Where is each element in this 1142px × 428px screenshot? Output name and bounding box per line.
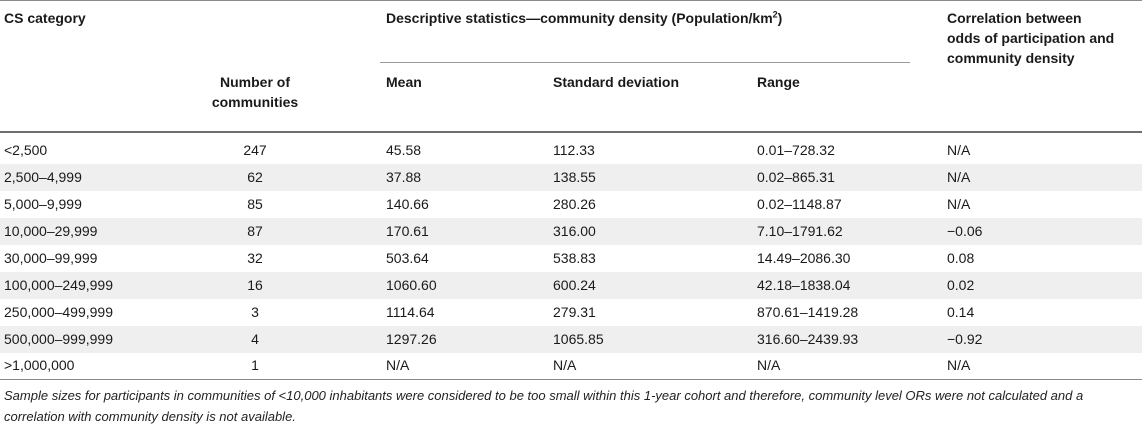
header-descriptive-text: Descriptive statistics—community density… [386,10,773,26]
cell-category: 30,000–99,999 [4,250,98,266]
cell-sd: 538.83 [553,250,596,266]
cell-range: 42.18–1838.04 [757,277,851,293]
cell-mean: 1297.26 [386,331,437,347]
cell-range: 0.01–728.32 [757,142,835,158]
table-row: <2,500 247 45.58 112.33 0.01–728.32 N/A [0,137,1142,164]
header-correlation-line: community density [947,50,1075,66]
table-row: 500,000–999,999 4 1297.26 1065.85 316.60… [0,326,1142,353]
cell-sd: 600.24 [553,277,596,293]
cell-sd: 280.26 [553,196,596,212]
cell-correlation: 0.02 [947,277,975,293]
table-row: >1,000,000 1 N/A N/A N/A N/A [0,352,1142,379]
cell-mean: 140.66 [386,196,429,212]
table-row: 100,000–249,999 16 1060.60 600.24 42.18–… [0,272,1142,299]
cell-number: 87 [247,223,263,239]
bottom-rule [0,379,1142,380]
header-correlation-line: Correlation between [947,10,1082,26]
cell-number: 85 [247,196,263,212]
cell-number: 62 [247,169,263,185]
header-number-line: Number of [220,74,290,90]
header-rule [0,131,1142,133]
cell-number: 32 [247,250,263,266]
cell-correlation: N/A [947,142,971,158]
header-range: Range [757,74,800,90]
cell-category: 500,000–999,999 [4,331,113,347]
cell-category: <2,500 [4,142,48,158]
cell-correlation: N/A [947,196,971,212]
cell-range: N/A [757,357,781,373]
cell-range: 14.49–2086.30 [757,250,851,266]
cell-mean: 45.58 [386,142,422,158]
cell-category: 250,000–499,999 [4,304,113,320]
cell-mean: 1060.60 [386,277,437,293]
header-number-of-communities: Number of communities [200,72,310,112]
header-correlation-line: odds of participation and [947,30,1115,46]
cell-mean: N/A [386,357,410,373]
cell-category: >1,000,000 [4,357,75,373]
cell-category: 100,000–249,999 [4,277,113,293]
cell-category: 5,000–9,999 [4,196,82,212]
header-number-line: communities [211,94,299,110]
table-row: 250,000–499,999 3 1114.64 279.31 870.61–… [0,299,1142,326]
cell-mean: 170.61 [386,223,429,239]
header-descriptive-close: ) [777,10,783,26]
cell-sd: 138.55 [553,169,596,185]
cell-correlation: 0.08 [947,250,975,266]
header-descriptive-superscript: 2 [772,9,778,20]
header-descriptive-statistics: Descriptive statistics—community density… [386,8,782,28]
table-footnote: Sample sizes for participants in communi… [4,388,1084,424]
cell-range: 870.61–1419.28 [757,304,859,320]
cell-number: 3 [251,304,259,320]
cell-number: 16 [247,277,263,293]
cell-correlation: −0.06 [947,223,983,239]
top-rule [0,0,1142,1]
cell-correlation: N/A [947,357,971,373]
cell-sd: 112.33 [553,142,595,158]
cell-correlation: 0.14 [947,304,975,320]
cell-sd: 316.00 [553,223,596,239]
cell-category: 2,500–4,999 [4,169,82,185]
cell-correlation: −0.92 [947,331,983,347]
table-row: 5,000–9,999 85 140.66 280.26 0.02–1148.8… [0,191,1142,218]
cell-number: 1 [251,357,259,373]
table-row: 2,500–4,999 62 37.88 138.55 0.02–865.31 … [0,164,1142,191]
cell-mean: 503.64 [386,250,429,266]
cell-range: 7.10–1791.62 [757,223,843,239]
header-mean: Mean [386,74,422,90]
cell-sd: 279.31 [553,304,596,320]
cell-number: 247 [243,142,267,158]
table-row: 10,000–29,999 87 170.61 316.00 7.10–1791… [0,218,1142,245]
cell-range: 0.02–1148.87 [757,196,842,212]
cell-range: 0.02–865.31 [757,169,835,185]
cell-mean: 1114.64 [386,304,435,320]
cell-sd: N/A [553,357,577,373]
header-standard-deviation: Standard deviation [553,74,680,90]
subheader-rule [380,62,910,63]
cell-mean: 37.88 [386,169,422,185]
cell-number: 4 [251,331,259,347]
header-correlation: Correlation between odds of participatio… [947,8,1114,68]
cell-range: 316.60–2439.93 [757,331,859,347]
header-cs-category: CS category [4,10,86,26]
cell-sd: 1065.85 [553,331,604,347]
cell-category: 10,000–29,999 [4,223,98,239]
cell-correlation: N/A [947,169,971,185]
table-row: 30,000–99,999 32 503.64 538.83 14.49–208… [0,245,1142,272]
